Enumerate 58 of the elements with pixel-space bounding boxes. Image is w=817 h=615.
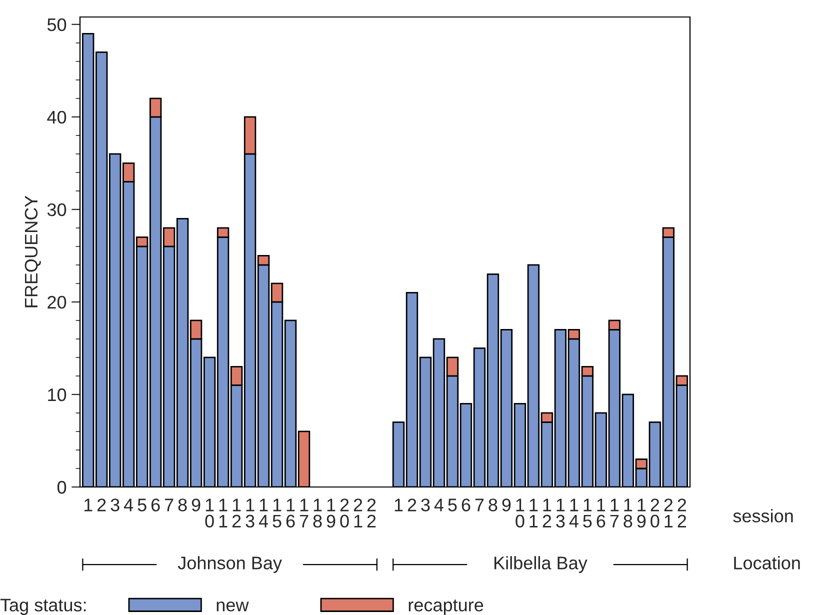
x-tick-label: 10	[205, 498, 214, 528]
x-tick-label: 9	[502, 498, 511, 512]
x-tick-label: 16	[596, 498, 606, 528]
x-tick-label: 7	[164, 498, 174, 512]
x-tick-label: 10	[516, 498, 524, 528]
x-tick-label: 4	[434, 498, 444, 512]
x-tick-label: 5	[138, 498, 146, 512]
x-tick-label: 6	[462, 498, 470, 512]
x-axis-title: session	[733, 509, 793, 522]
x-tick-label: 21	[664, 498, 673, 528]
x-tick-label: 5	[448, 498, 457, 512]
x-tick-label: 3	[421, 498, 430, 512]
y-tick-label: 0	[57, 480, 66, 494]
x-tick-label: 3	[110, 498, 120, 512]
y-tick-label: 40	[47, 110, 66, 124]
x-tick-label: 21	[354, 498, 362, 528]
x-tick-label: 1	[394, 498, 403, 512]
x-tick-label: 22	[678, 498, 686, 528]
x-tick-label: 18	[624, 498, 632, 528]
legend-label: recapture	[408, 600, 484, 615]
x-tick-label: 8	[178, 498, 187, 512]
text: Kilbella Bay	[494, 556, 588, 573]
x-tick-label: 15	[272, 498, 282, 528]
x-tick-label: 4	[124, 498, 134, 512]
legend-title: Tag status:	[0, 598, 86, 615]
x-tick-label: 6	[151, 498, 160, 512]
x-tick-label: 18	[313, 498, 322, 528]
x-tick-label: 12	[232, 498, 241, 528]
x-tick-label: 15	[583, 498, 592, 528]
x-tick-label: 14	[258, 498, 268, 528]
x-tick-label: 22	[367, 498, 376, 528]
x-tick-label: 16	[286, 498, 295, 528]
x-tick-label: 17	[610, 498, 619, 528]
x-tick-label: 13	[246, 498, 254, 528]
x-tick-label: 9	[192, 498, 200, 512]
x-tick-label: 19	[637, 498, 646, 528]
x-tick-label: 2	[97, 498, 106, 512]
x-tick-label: 20	[340, 498, 349, 528]
legend-label: new	[216, 602, 249, 612]
text: Johnson Bay	[178, 556, 282, 573]
x-tick-label: 11	[530, 498, 538, 528]
x-tick-label: 1	[84, 498, 92, 512]
x-tick-label: 8	[488, 498, 498, 512]
y-axis-title: FREQUENCY	[24, 196, 41, 308]
x-tick-label: 20	[650, 498, 660, 528]
x-tick-label: 2	[408, 498, 416, 512]
text: Location	[734, 556, 800, 570]
x-tick-label: 17	[300, 498, 308, 528]
y-tick-label: 20	[48, 296, 66, 309]
x-tick-label: 1 2	[542, 498, 552, 528]
y-tick-label: 10	[48, 388, 66, 402]
x-tick-label: 11	[219, 498, 228, 528]
x-tick-label: 14	[569, 498, 578, 528]
x-tick-label: 13	[556, 498, 565, 528]
y-tick-label: 30	[47, 203, 66, 216]
x-tick-label: 7	[475, 498, 484, 512]
x-tick-label: 19	[326, 498, 336, 528]
y-tick-label: 50	[47, 18, 66, 32]
